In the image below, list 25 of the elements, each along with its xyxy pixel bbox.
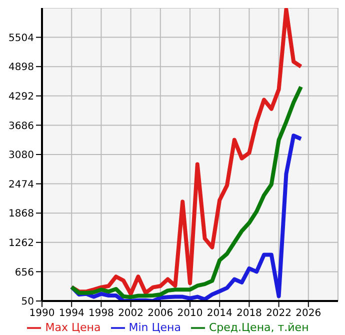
legend-label: Min Цена: [128, 321, 181, 334]
y-tick-label: 1868: [8, 208, 34, 220]
x-tick-label: 2002: [118, 308, 144, 320]
y-tick-label: 3686: [8, 120, 34, 132]
x-tick-label: 2022: [266, 308, 292, 320]
y-tick-label: 50: [21, 296, 34, 308]
y-tick-label: 1262: [8, 238, 34, 249]
x-tick-label: 1994: [58, 308, 84, 320]
y-tick-label: 4292: [8, 91, 34, 102]
line-series: [70, 84, 303, 300]
x-tick-label: 1998: [88, 308, 114, 320]
line-series: [70, 134, 303, 301]
x-tick-label: 2006: [148, 308, 174, 320]
y-tick-label: 4898: [8, 62, 34, 74]
x-tick-label: 1990: [29, 308, 55, 320]
y-tick-label: 5504: [8, 32, 34, 44]
y-tick-label: 656: [14, 267, 34, 278]
x-tick-label: 2010: [177, 308, 203, 320]
legend-label: Сред.Цена, т.йен: [208, 321, 309, 334]
x-tick-label: 2018: [236, 308, 262, 320]
legend-label: Max Цена: [45, 321, 101, 334]
y-tick-label: 2474: [8, 179, 34, 190]
x-tick-label: 2026: [296, 308, 322, 320]
y-tick-label: 3080: [8, 150, 34, 162]
x-tick-label: 2014: [206, 308, 232, 320]
